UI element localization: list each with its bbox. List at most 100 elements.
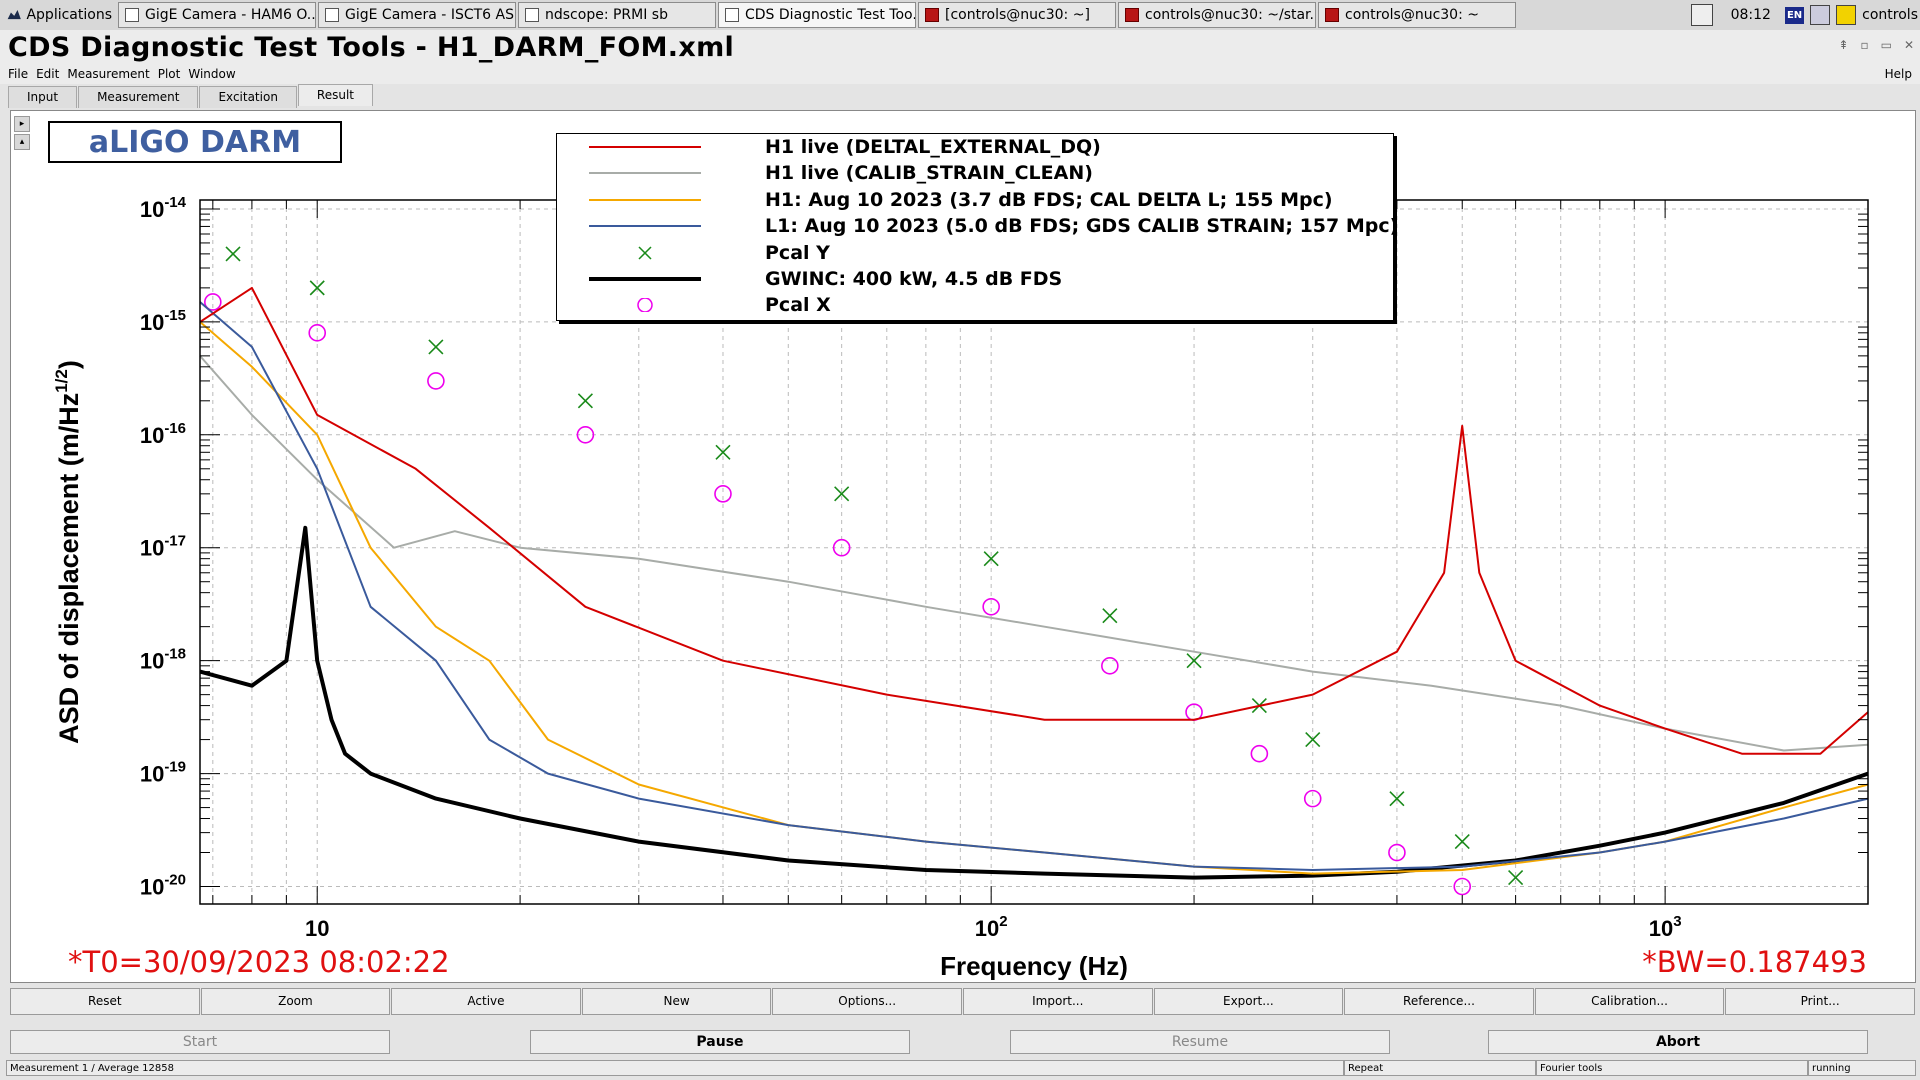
menu-measurement[interactable]: Measurement (67, 67, 150, 81)
x-tick-label: 102 (975, 913, 1008, 941)
notes-icon[interactable] (1836, 5, 1857, 25)
taskbar-item-label: CDS Diagnostic Test Too... (745, 7, 916, 23)
main-tabs: Input Measurement Excitation Result (8, 84, 374, 108)
axis-ticks: 10-14 10-15 10-16 10-17 10-18 10-19 10-20 10 102… (140, 194, 1869, 941)
x-tick-label: 10 (305, 916, 329, 941)
taskbar-item-terminal-3[interactable]: controls@nuc30: ~ (1318, 2, 1516, 28)
pause-button[interactable]: Pause (530, 1030, 910, 1054)
control-button-row: Start Pause Resume Abort (10, 1030, 1916, 1054)
menubar: File Edit Measurement Plot Window Help (0, 64, 1920, 84)
legend-entry: H1: Aug 10 2023 (3.7 dB FDS; CAL DELTA L… (557, 187, 1393, 213)
legend-entry: H1 live (DELTAL_EXTERNAL_DQ) (557, 134, 1393, 160)
taskbar-item-label: ndscope: PRMI sb (545, 7, 668, 23)
legend-swatch (638, 246, 652, 260)
x-axis-label: Frequency (Hz) (940, 951, 1128, 980)
y-tick-label: 10-18 (140, 646, 186, 674)
legend-label: L1: Aug 10 2023 (5.0 dB FDS; GDS CALIB S… (765, 215, 1399, 237)
series-line (199, 286, 1869, 755)
calibration-button[interactable]: Calibration... (1534, 988, 1725, 1015)
tab-result[interactable]: Result (297, 84, 373, 106)
reference-button[interactable]: Reference... (1344, 988, 1534, 1015)
legend-label: Pcal X (765, 294, 831, 316)
pcal-y-point (1186, 653, 1202, 669)
pcal-y-point (1389, 791, 1405, 807)
workspace-switcher-icon[interactable] (1690, 4, 1713, 26)
taskbar-item-label: controls@nuc30: ~/star... (1145, 7, 1316, 23)
taskbar-item-label: controls@nuc30: ~ (1345, 7, 1479, 23)
menu-edit[interactable]: Edit (36, 67, 60, 81)
new-button[interactable]: New (581, 988, 772, 1015)
minimize-icon[interactable]: ▫ (1860, 38, 1869, 52)
series-h1-live-calib-strain-clean (199, 355, 1869, 752)
pcal-y-point (309, 280, 325, 296)
zoom-button[interactable]: Zoom (200, 988, 391, 1015)
start-button[interactable]: Start (10, 1030, 390, 1054)
legend-entry: Pcal X (557, 292, 1393, 318)
maximize-icon[interactable]: ▭ (1880, 38, 1892, 52)
window-icon (725, 8, 739, 22)
terminal-icon (925, 8, 939, 22)
asd-plot[interactable]: 10-14 10-15 10-16 10-17 10-18 10-19 10-20 10 102… (24, 112, 1916, 980)
legend-entry: H1 live (CALIB_STRAIN_CLEAN) (557, 160, 1393, 186)
plot-badge: aLIGO DARM (48, 121, 342, 163)
terminal-icon (1325, 8, 1339, 22)
keyboard-layout[interactable]: EN (1784, 6, 1805, 24)
menu-help[interactable]: Help (1884, 67, 1912, 81)
import-button[interactable]: Import... (962, 988, 1153, 1015)
legend-swatch (589, 277, 701, 281)
legend-label: GWINC: 400 kW, 4.5 dB FDS (765, 268, 1063, 290)
tab-input[interactable]: Input (8, 86, 78, 108)
taskbar-item-ndscope[interactable]: ndscope: PRMI sb (518, 2, 716, 28)
series-pcal-y (225, 246, 1524, 886)
reset-button[interactable]: Reset (10, 988, 200, 1015)
series-line (199, 321, 1869, 875)
options-button[interactable]: Options... (772, 988, 962, 1015)
window-shade-icon[interactable]: ⇞ (1838, 38, 1849, 52)
active-button[interactable]: Active (391, 988, 581, 1015)
terminal-icon (1125, 8, 1139, 22)
status-bar: Measurement 1 / Average 12858 Repeat Fou… (6, 1060, 1918, 1078)
pcal-y-point (1454, 834, 1470, 850)
legend-swatch (589, 146, 701, 148)
taskbar-item-terminal-2[interactable]: controls@nuc30: ~/star... (1118, 2, 1316, 28)
y-tick-label: 10-20 (140, 872, 186, 900)
resume-button[interactable]: Resume (1010, 1030, 1390, 1054)
menu-window[interactable]: Window (188, 67, 236, 81)
applications-label: Applications (26, 7, 112, 23)
series-h1-aug-10-2023-3-7-db-fds-cal-delta-l-155-mpc (199, 321, 1869, 875)
taskbar-item-terminal-1[interactable]: [controls@nuc30: ~] (918, 2, 1116, 28)
taskbar-item-diag[interactable]: CDS Diagnostic Test Too... (718, 2, 916, 28)
window-title: CDS Diagnostic Test Tools - H1_DARM_FOM.… (8, 31, 735, 63)
taskbar-item-camera-ham6[interactable]: GigE Camera - HAM6 O... (118, 2, 316, 28)
close-icon[interactable]: ✕ (1903, 38, 1914, 52)
status-state: running (1808, 1060, 1916, 1076)
pcal-x-point (204, 293, 222, 311)
taskbar: Applications GigE Camera - HAM6 O... Gig… (0, 0, 1920, 31)
network-icon[interactable] (1810, 5, 1831, 25)
scroll-next-icon[interactable]: ▸ (14, 116, 30, 132)
legend-entry: L1: Aug 10 2023 (5.0 dB FDS; GDS CALIB S… (557, 213, 1398, 239)
menu-plot[interactable]: Plot (157, 67, 181, 81)
user-name[interactable]: controls (1862, 7, 1918, 23)
pcal-y-point (1508, 870, 1524, 886)
pcal-y-point (1305, 732, 1321, 748)
series-line (199, 301, 1869, 871)
plot-legend[interactable]: H1 live (DELTAL_EXTERNAL_DQ) H1 live (CA… (556, 133, 1398, 321)
y-tick-label: 10-19 (140, 759, 186, 787)
menu-file[interactable]: File (8, 67, 29, 81)
tab-measurement[interactable]: Measurement (78, 86, 199, 108)
bandwidth-label: *BW=0.187493 (1642, 945, 1867, 979)
export-button[interactable]: Export... (1153, 988, 1344, 1015)
tab-excitation[interactable]: Excitation (199, 86, 297, 108)
print-button[interactable]: Print... (1725, 988, 1915, 1015)
scroll-up-icon[interactable]: ▴ (14, 134, 30, 150)
pcal-x-point (308, 324, 327, 342)
abort-button[interactable]: Abort (1488, 1030, 1868, 1054)
y-tick-label: 10-17 (140, 533, 186, 561)
legend-swatch (589, 199, 701, 201)
applications-menu[interactable]: Applications (0, 0, 118, 30)
window-titlebar: CDS Diagnostic Test Tools - H1_DARM_FOM.… (0, 30, 1920, 65)
series-line (199, 525, 1869, 880)
taskbar-item-camera-isct6[interactable]: GigE Camera - ISCT6 AS... (318, 2, 516, 28)
status-measurement: Measurement 1 / Average 12858 (6, 1060, 1344, 1076)
